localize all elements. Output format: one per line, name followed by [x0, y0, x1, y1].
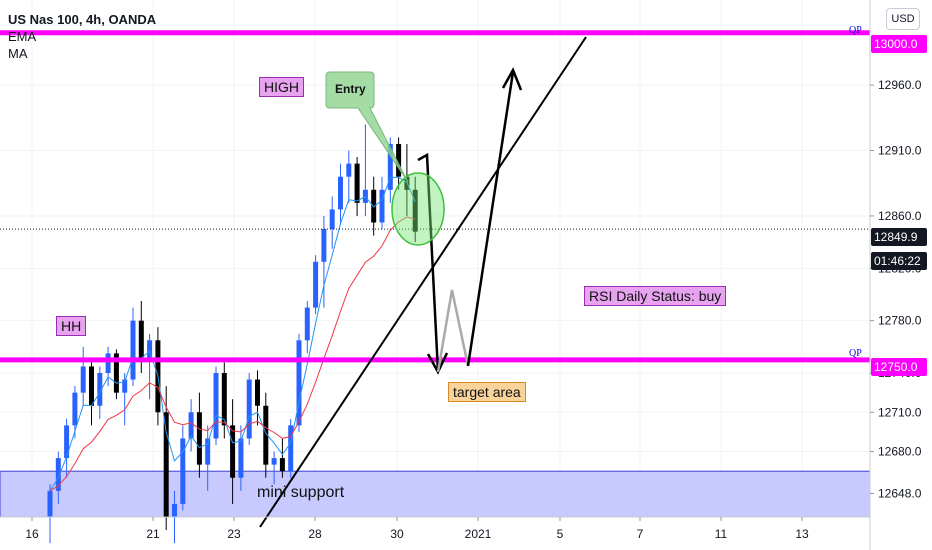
- x-tick-label: 7: [637, 527, 644, 541]
- level-bottom-price-tag: 12750.0: [871, 358, 927, 376]
- candles: [47, 124, 418, 544]
- candle-body: [379, 189, 385, 223]
- x-tick-label: 11: [715, 527, 728, 541]
- candle-body: [64, 425, 70, 459]
- candle-body: [180, 438, 186, 504]
- price-axis[interactable]: 12648.012680.012710.012740.012780.012820…: [870, 78, 922, 500]
- candle-body: [321, 229, 327, 262]
- entry-zone-circle[interactable]: [391, 172, 445, 246]
- candle-body: [72, 392, 78, 426]
- entry-label: Entry: [335, 82, 366, 96]
- candle-body: [47, 490, 53, 517]
- candle-body: [122, 379, 128, 393]
- candle-body: [97, 373, 103, 406]
- candle-body: [313, 261, 319, 308]
- candle-body: [288, 425, 294, 472]
- y-tick-label: 12780.0: [878, 314, 922, 328]
- hh-label[interactable]: HH: [56, 316, 87, 336]
- candle-body: [279, 458, 285, 472]
- level-top-price-tag: 13000.0: [871, 35, 927, 53]
- candle-body: [138, 320, 144, 360]
- candle-body: [196, 412, 202, 465]
- candle-body: [296, 340, 302, 426]
- candle-body: [213, 373, 219, 439]
- candle-countdown-tag: 01:46:22: [871, 252, 927, 270]
- candle-body: [89, 366, 94, 406]
- high-label[interactable]: HIGH: [259, 77, 304, 97]
- projection-path[interactable]: [417, 152, 440, 373]
- candle-body: [147, 340, 153, 360]
- symbol-title[interactable]: US Nas 100, 4h, OANDA: [8, 12, 157, 27]
- x-tick-label: 21: [146, 527, 160, 541]
- y-tick-label: 12710.0: [878, 405, 922, 419]
- projection-zigzag: [436, 289, 470, 373]
- candle-body: [338, 176, 343, 210]
- x-tick-label: 30: [390, 527, 404, 541]
- candle-body: [113, 353, 119, 393]
- entry-callout[interactable]: [325, 71, 409, 183]
- candle-body: [221, 373, 227, 426]
- candle-body: [80, 366, 86, 393]
- projection-up-path[interactable]: [466, 71, 515, 367]
- y-tick-label: 12960.0: [878, 78, 922, 92]
- y-tick-label: 12910.0: [878, 144, 922, 158]
- candle-body: [271, 458, 277, 465]
- candle-body: [188, 412, 194, 439]
- rsi-status-label[interactable]: RSI Daily Status: buy: [584, 286, 727, 306]
- candle-body: [329, 209, 335, 230]
- candle-body: [55, 458, 61, 491]
- y-tick-label: 12680.0: [878, 445, 922, 459]
- grid: [0, 0, 870, 517]
- candle-body: [396, 143, 402, 177]
- candle-body: [354, 163, 360, 203]
- candle-body: [230, 425, 236, 478]
- ema-line: [49, 176, 416, 492]
- candle-body: [205, 438, 211, 465]
- candle-body: [105, 353, 111, 374]
- x-tick-label: 5: [557, 527, 564, 541]
- candle-body: [246, 379, 252, 439]
- candle-body: [387, 143, 393, 190]
- last-price-tag: 12849.9: [871, 228, 927, 246]
- indicator-ma-label[interactable]: MA: [8, 46, 28, 61]
- chart-legend: US Nas 100, 4h, OANDA EMA MA: [8, 11, 156, 62]
- trendline[interactable]: [259, 36, 587, 528]
- candle-body: [304, 307, 310, 341]
- candle-body: [263, 405, 269, 465]
- candle-body: [130, 320, 136, 380]
- candle-body: [412, 189, 418, 232]
- x-tick-label: 16: [25, 527, 39, 541]
- target-area-label[interactable]: target area: [448, 382, 526, 402]
- candle-body: [163, 412, 169, 517]
- time-axis[interactable]: 16 21 23 28 30 2021 5 7 11 13: [25, 517, 809, 541]
- arrow-up-head: [501, 67, 523, 91]
- x-tick-label: 13: [795, 527, 809, 541]
- candle-body: [255, 379, 260, 406]
- qp-label-bottom: QP: [849, 348, 862, 359]
- qp-label-top: QP: [849, 25, 862, 36]
- x-tick-label: 23: [227, 527, 241, 541]
- ma-line: [49, 216, 416, 492]
- candle-body: [238, 438, 244, 478]
- currency-button[interactable]: USD: [886, 8, 920, 30]
- mini-support-label[interactable]: mini support: [257, 484, 345, 501]
- candle-body: [346, 163, 352, 177]
- x-tick-label: 2021: [465, 527, 492, 541]
- indicator-ema-label[interactable]: EMA: [8, 29, 37, 44]
- y-tick-label: 12860.0: [878, 209, 922, 223]
- candle-body: [172, 503, 177, 517]
- x-tick-label: 28: [308, 527, 322, 541]
- support-zone: [0, 470, 871, 518]
- y-tick-label: 12648.0: [878, 486, 922, 500]
